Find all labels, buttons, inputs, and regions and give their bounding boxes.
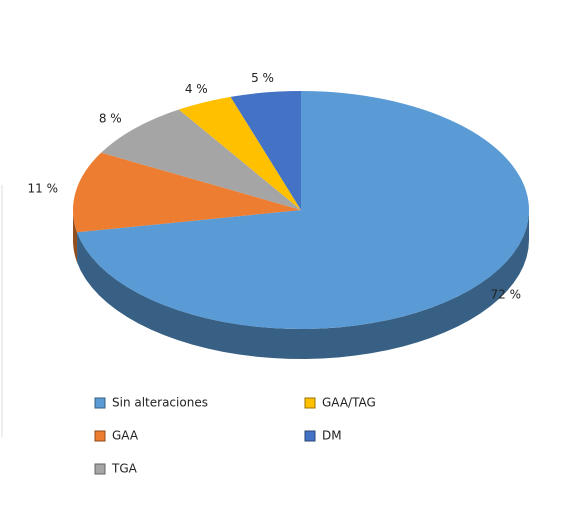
legend-swatch — [304, 397, 316, 409]
slice-side — [77, 210, 529, 359]
data-label: 5 % — [251, 71, 274, 85]
legend-swatch — [94, 397, 106, 409]
data-label: 11 % — [28, 182, 59, 196]
slice — [77, 91, 529, 329]
data-label: 4 % — [185, 82, 208, 96]
legend-label: DM — [322, 429, 342, 443]
legend-label: Sin alteraciones — [112, 396, 208, 410]
legend-label: TGA — [111, 462, 138, 476]
legend-label: GAA — [112, 429, 139, 443]
legend-swatch — [94, 430, 106, 442]
slice — [178, 96, 301, 210]
legend-label: GAA/TAG — [322, 396, 376, 410]
slice-side — [73, 210, 78, 263]
data-label: 72 % — [491, 287, 522, 301]
slice — [230, 91, 301, 210]
data-label: 8 % — [99, 111, 122, 125]
legend-swatch — [94, 463, 106, 475]
slice — [101, 109, 301, 210]
slice — [73, 152, 301, 233]
legend-swatch — [304, 430, 316, 442]
